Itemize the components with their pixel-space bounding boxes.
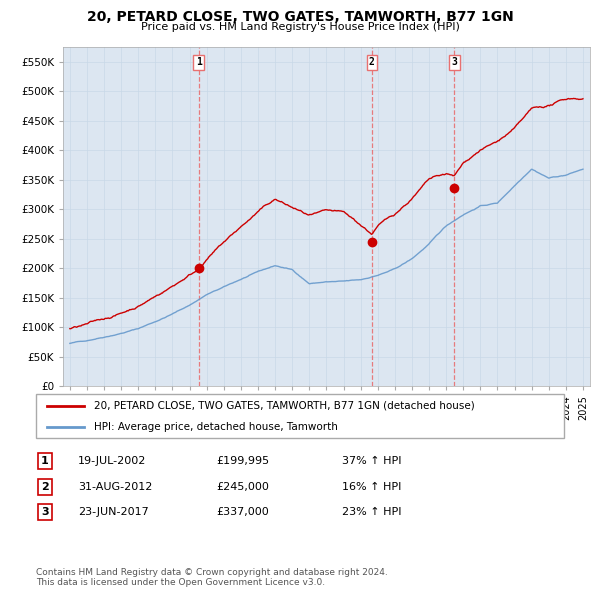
- Text: 31-AUG-2012: 31-AUG-2012: [78, 482, 152, 491]
- Text: Price paid vs. HM Land Registry's House Price Index (HPI): Price paid vs. HM Land Registry's House …: [140, 22, 460, 32]
- Text: £337,000: £337,000: [216, 507, 269, 517]
- Text: 2: 2: [369, 57, 375, 67]
- Text: 19-JUL-2002: 19-JUL-2002: [78, 457, 146, 466]
- FancyBboxPatch shape: [36, 394, 564, 438]
- Text: 2: 2: [41, 482, 49, 491]
- Text: 20, PETARD CLOSE, TWO GATES, TAMWORTH, B77 1GN (detached house): 20, PETARD CLOSE, TWO GATES, TAMWORTH, B…: [94, 401, 475, 411]
- Text: 3: 3: [41, 507, 49, 517]
- Text: 37% ↑ HPI: 37% ↑ HPI: [342, 457, 401, 466]
- Text: 23% ↑ HPI: 23% ↑ HPI: [342, 507, 401, 517]
- Text: 20, PETARD CLOSE, TWO GATES, TAMWORTH, B77 1GN: 20, PETARD CLOSE, TWO GATES, TAMWORTH, B…: [86, 10, 514, 24]
- Text: Contains HM Land Registry data © Crown copyright and database right 2024.
This d: Contains HM Land Registry data © Crown c…: [36, 568, 388, 587]
- Text: HPI: Average price, detached house, Tamworth: HPI: Average price, detached house, Tamw…: [94, 422, 338, 432]
- Text: 23-JUN-2017: 23-JUN-2017: [78, 507, 149, 517]
- Text: 1: 1: [41, 457, 49, 466]
- Text: 16% ↑ HPI: 16% ↑ HPI: [342, 482, 401, 491]
- Text: 1: 1: [196, 57, 202, 67]
- Text: 3: 3: [451, 57, 457, 67]
- Text: £245,000: £245,000: [216, 482, 269, 491]
- Text: £199,995: £199,995: [216, 457, 269, 466]
